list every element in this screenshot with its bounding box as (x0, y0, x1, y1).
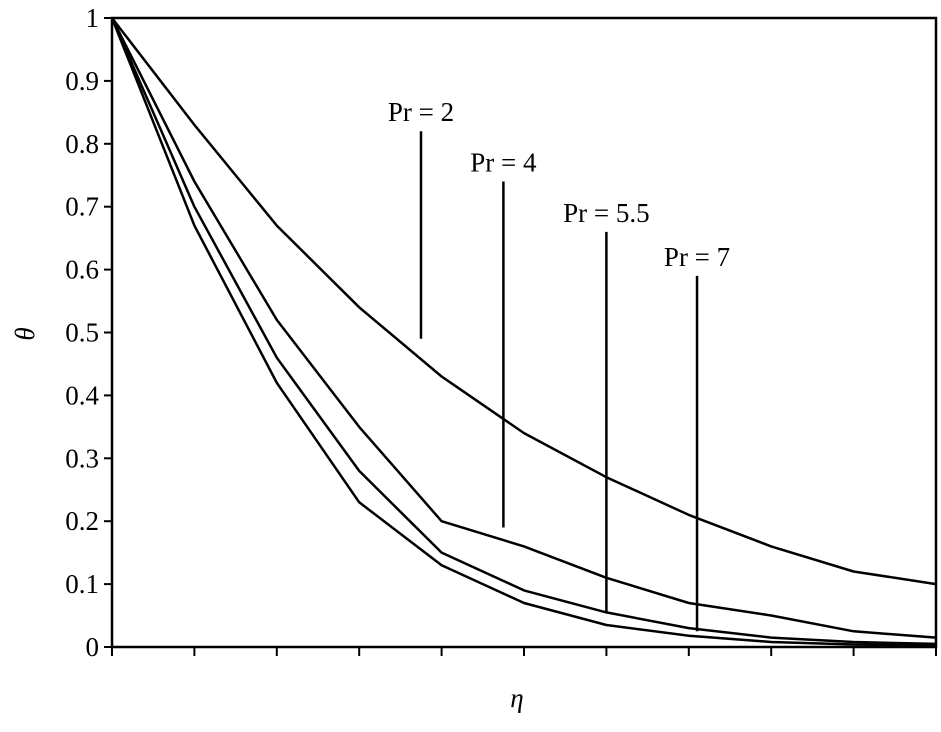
series-line-1 (111, 17, 937, 586)
x-axis-title: η (510, 683, 523, 713)
curves-group (110, 17, 937, 647)
y-axis-ticks: 0 0.1 0.2 0.3 0.4 0.5 0.6 0.7 0.8 0.9 1 (65, 3, 112, 662)
y-tick-label: 0.3 (65, 443, 99, 473)
y-tick-label: 0.5 (65, 318, 99, 348)
y-tick-label: 0.8 (65, 129, 99, 159)
y-tick-label: 0.4 (65, 380, 99, 410)
series-line-2 (110, 17, 937, 639)
y-tick-label: 1 (86, 3, 100, 33)
annotation-label: Pr = 2 (388, 97, 454, 127)
series-line-4 (110, 17, 937, 647)
annotation-label: Pr = 5.5 (563, 198, 649, 228)
series-line-3 (110, 17, 937, 646)
annotation-label: Pr = 4 (470, 148, 537, 178)
y-tick-label: 0.6 (65, 255, 99, 285)
y-tick-label: 0.1 (65, 569, 99, 599)
y-tick-label: 0.2 (65, 506, 99, 536)
plot-frame (110, 16, 938, 649)
y-tick-label: 0 (86, 632, 100, 662)
y-axis-title: θ (10, 327, 40, 340)
annotation-label: Pr = 7 (664, 242, 730, 272)
y-tick-label: 0.9 (65, 66, 99, 96)
x-axis-ticks (111, 647, 937, 656)
annotations-group: Pr = 2 Pr = 4 Pr = 5.5 Pr = 7 (388, 97, 730, 632)
y-tick-label: 0.7 (65, 192, 99, 222)
